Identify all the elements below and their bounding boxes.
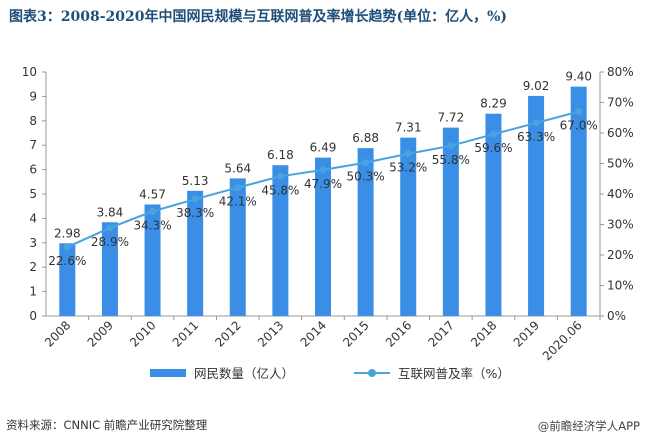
y-tick-label-right: 40% [607,187,634,201]
legend-swatch-line [354,368,391,377]
rate-point [489,130,497,138]
x-tick-label: 2015 [340,318,371,349]
rate-value-label: 38.3% [176,206,214,220]
bar [400,137,417,316]
y-tick-label-right: 10% [607,279,634,293]
bar [485,113,502,316]
bar [570,86,587,316]
bar-value-label: 6.49 [310,141,337,155]
source-note: 资料来源：CNNIC 前瞻产业研究院整理 [6,418,208,432]
rate-point [234,184,242,192]
legend-label-bar: 网民数量（亿人） [194,366,295,381]
rate-point [191,195,199,203]
x-tick-label: 2020.06 [540,318,585,363]
x-tick-label: 2010 [127,318,158,349]
legend-label-line: 互联网普及率（%） [398,366,510,381]
x-tick-label: 2012 [212,318,243,349]
rate-value-label: 59.6% [474,141,512,155]
y-tick-label-left: 1 [29,285,37,299]
rate-value-label: 45.8% [261,183,299,197]
y-tick-label-left: 4 [29,211,37,225]
y-tick-label-right: 70% [607,96,634,110]
bar [229,178,246,316]
bar-value-label: 4.57 [139,187,166,201]
legend: 网民数量（亿人） 互联网普及率（%） [150,363,570,382]
x-tick-label: 2011 [170,318,201,349]
y-tick-label-left: 2 [29,260,37,274]
y-tick-label-left: 8 [29,114,37,128]
rate-point [404,150,412,158]
bar-value-label: 7.31 [395,121,422,135]
bar-value-label: 5.13 [182,174,209,188]
chart-title: 图表3：2008-2020年中国网民规模与互联网普及率增长趋势(单位：亿人，%) [9,9,508,25]
legend-item-bar: 网民数量（亿人） [150,363,294,382]
bar-value-label: 9.40 [565,70,592,84]
bar-value-label: 6.18 [267,148,294,162]
y-tick-label-left: 10 [22,65,37,79]
rate-point [63,243,71,251]
rate-value-label: 67.0% [560,119,598,133]
rate-point [276,172,284,180]
bar [144,204,161,316]
y-tick-label-left: 3 [29,236,37,250]
rate-value-label: 53.2% [389,161,427,175]
bar [272,165,289,316]
y-tick-label-left: 0 [29,309,37,323]
x-tick-label: 2016 [383,318,414,349]
rate-value-label: 55.8% [432,153,470,167]
y-tick-label-right: 80% [607,65,634,79]
x-tick-label: 2018 [468,318,499,349]
y-tick-label-left: 5 [29,187,37,201]
y-tick-label-left: 7 [29,138,37,152]
rate-point [575,108,583,116]
rate-value-label: 63.3% [517,130,555,144]
rate-value-label: 22.6% [48,254,86,268]
legend-item-line: 互联网普及率（%） [354,363,510,382]
bar [101,222,118,316]
y-tick-label-left: 6 [29,163,37,177]
legend-swatch-bar [150,368,186,377]
rate-value-label: 28.9% [91,235,129,249]
brand-mark: @前瞻经济学人APP [537,419,640,433]
rate-value-label: 42.1% [219,195,257,209]
x-tick-label: 2013 [255,318,286,349]
bar-value-label: 2.98 [54,226,81,240]
x-tick-label: 2019 [511,318,542,349]
bar-value-label: 3.84 [97,205,124,219]
y-tick-label-right: 0% [607,309,626,323]
bar [187,190,204,316]
bar [357,148,374,316]
bar [528,95,545,316]
rate-point [447,142,455,150]
x-tick-label: 2009 [85,318,116,349]
rate-point [532,119,540,127]
x-tick-label: 2014 [298,318,329,349]
rate-value-label: 34.3% [133,218,171,232]
rate-point [149,207,157,215]
rate-value-label: 47.9% [304,177,342,191]
bar-value-label: 6.88 [352,131,379,145]
y-tick-label-right: 30% [607,218,634,232]
y-tick-label-right: 60% [607,126,634,140]
bar-value-label: 8.29 [480,97,507,111]
bar-value-label: 9.02 [523,79,550,93]
bar [442,127,459,316]
x-tick-label: 2017 [425,318,456,349]
bar [59,243,76,316]
bar-value-label: 7.72 [437,111,464,125]
y-tick-label-right: 50% [607,157,634,171]
bar [315,157,331,316]
rate-point [106,224,114,232]
y-tick-label-left: 9 [29,89,37,103]
bar-value-label: 5.64 [224,161,251,175]
y-tick-label-right: 20% [607,248,634,262]
rate-point [362,159,370,167]
x-tick-label: 2008 [42,318,73,349]
rate-point [319,166,327,174]
rate-value-label: 50.3% [347,170,385,184]
